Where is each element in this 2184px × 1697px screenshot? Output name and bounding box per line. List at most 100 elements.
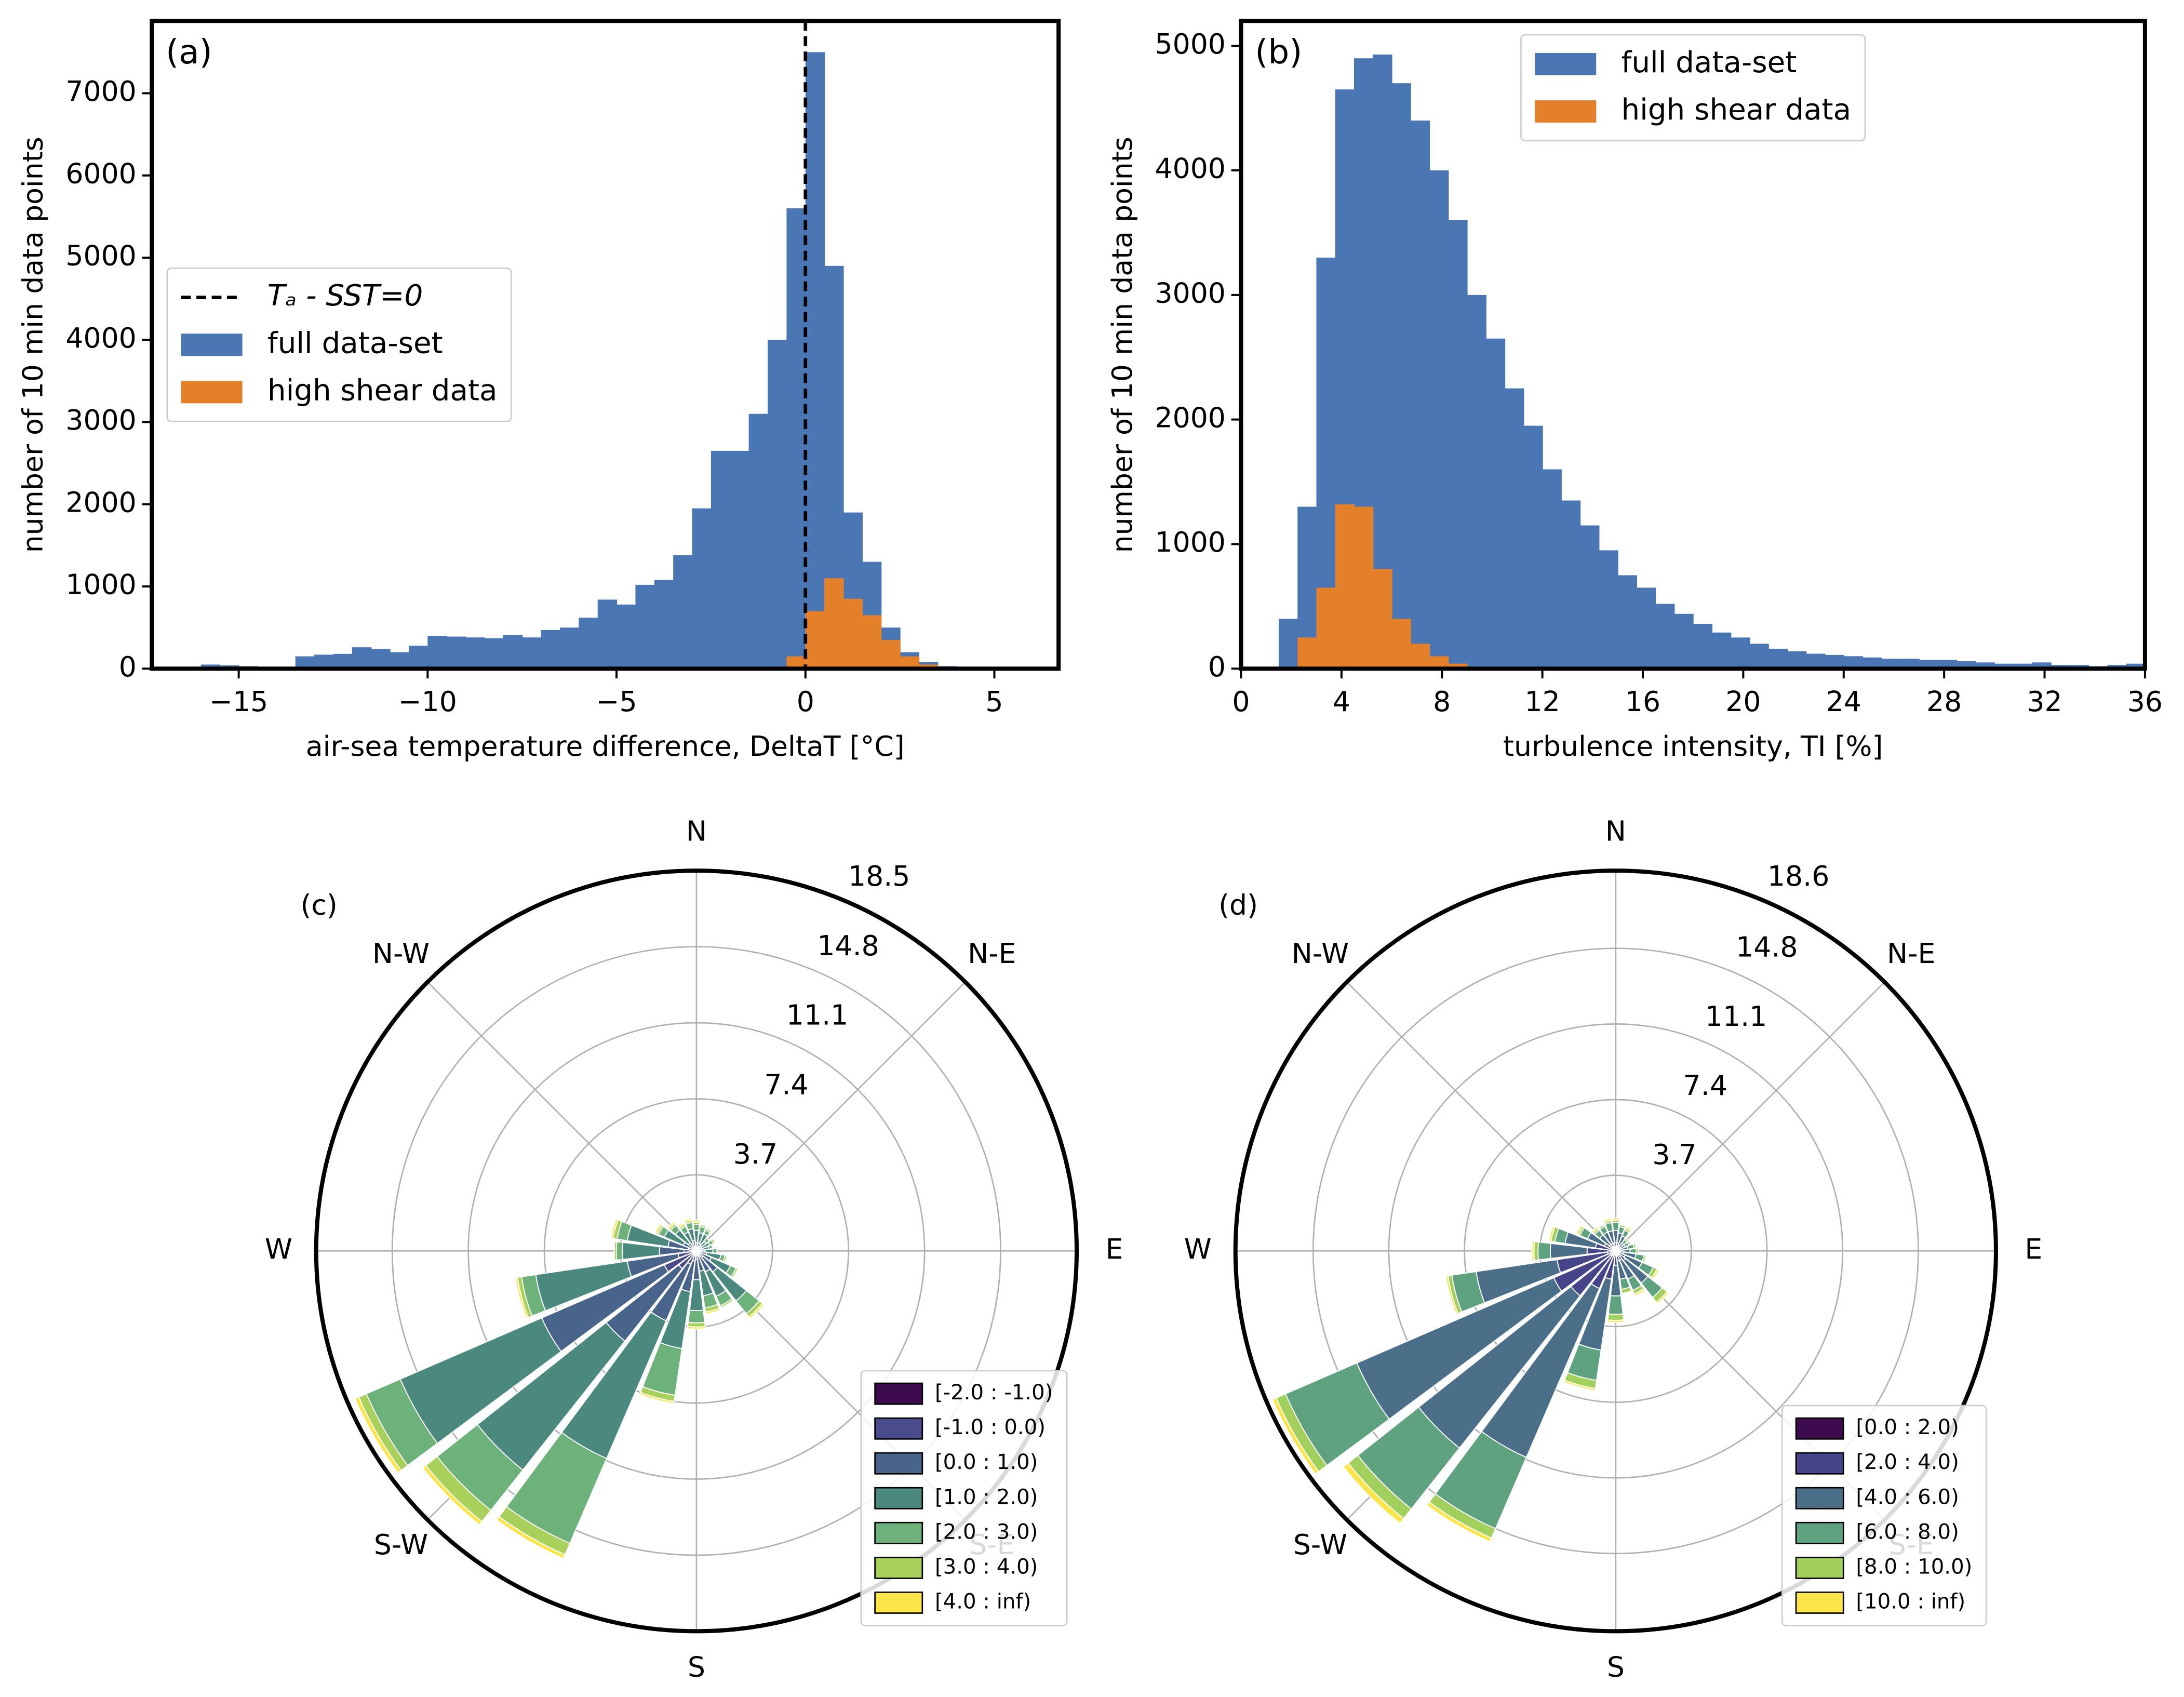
histogram-bar xyxy=(805,611,825,669)
rose-segment xyxy=(1531,1240,1535,1261)
y-axis-label: number of 10 min data points xyxy=(17,137,49,553)
rose-segment xyxy=(692,1223,700,1231)
histogram-bar xyxy=(654,580,674,669)
y-tick-label: 4000 xyxy=(65,322,136,354)
rose-segment xyxy=(1651,1268,1660,1280)
histogram-bar xyxy=(1617,575,1637,669)
rose-segment xyxy=(712,1248,718,1254)
legend-swatch xyxy=(874,1521,923,1544)
histogram-bar xyxy=(484,638,504,669)
histogram-bar xyxy=(900,656,920,669)
rose-segment xyxy=(1629,1248,1637,1254)
histogram-bar xyxy=(503,635,523,669)
radial-tick-label: 11.1 xyxy=(1705,1000,1767,1033)
x-tick-label: 4 xyxy=(1333,685,1350,718)
histogram-bar xyxy=(862,615,882,669)
y-tick-label: 2000 xyxy=(1155,401,1225,434)
legend-swatch xyxy=(1795,1452,1844,1475)
polar-frame xyxy=(1233,868,1998,1634)
legend-label: high shear data xyxy=(1622,93,1852,127)
histogram-bar xyxy=(1919,660,1939,669)
y-tick-label: 3000 xyxy=(65,404,136,436)
histogram-bar xyxy=(1373,569,1392,669)
rose-segment xyxy=(684,1218,693,1223)
angular-grid xyxy=(1615,981,1885,1252)
histogram-bar xyxy=(1843,656,1864,669)
legend-label: [-2.0 : -1.0) xyxy=(935,1381,1053,1405)
x-axis-label: turbulence intensity, TI [%] xyxy=(1503,730,1883,763)
histogram-bar xyxy=(1391,619,1411,669)
x-tick-label: −10 xyxy=(398,685,457,718)
histogram-bar xyxy=(1467,295,1486,669)
rose-segment xyxy=(1591,1226,1599,1234)
y-tick-label: 0 xyxy=(1208,650,1226,683)
rose-segment xyxy=(700,1224,707,1227)
rose-segment xyxy=(422,1464,483,1526)
histogram-bar xyxy=(1278,619,1298,669)
polar-frame xyxy=(314,868,1079,1634)
legend-swatch xyxy=(874,1417,923,1440)
direction-label: N-E xyxy=(968,937,1016,970)
direction-label: N-W xyxy=(372,937,430,970)
panel-label: (c) xyxy=(300,889,337,921)
legend-swatch xyxy=(1795,1591,1844,1614)
legend-label: Tₐ - SST=0 xyxy=(267,279,423,313)
histogram-bar xyxy=(1768,648,1788,669)
axes-frame xyxy=(1239,19,2147,671)
legend-box xyxy=(166,267,512,422)
histogram-bar xyxy=(371,649,391,669)
histogram-bar xyxy=(1505,388,1524,669)
legend-label: [4.0 : inf) xyxy=(935,1589,1031,1613)
y-tick-label: 4000 xyxy=(1155,152,1225,185)
x-tick-label: 16 xyxy=(1625,685,1660,718)
legend-swatch xyxy=(874,1591,923,1614)
rose-segment xyxy=(495,1516,566,1559)
histogram-bar xyxy=(333,653,353,669)
legend-label: [1.0 : 2.0) xyxy=(935,1485,1038,1509)
legend-swatch xyxy=(181,333,243,356)
histogram-bar xyxy=(1485,338,1506,669)
histogram-bar xyxy=(1674,613,1694,669)
direction-label: E xyxy=(2025,1233,2042,1265)
histogram-bar xyxy=(1938,660,1958,669)
rose-segment xyxy=(712,1238,716,1243)
histogram-bar xyxy=(1354,506,1374,669)
histogram-bar xyxy=(1711,632,1732,669)
rose-segment xyxy=(732,1268,739,1278)
legend-swatch xyxy=(1535,52,1597,75)
x-tick-label: 32 xyxy=(2027,685,2062,718)
direction-label: S xyxy=(688,1650,705,1683)
rose-segment xyxy=(1563,1379,1596,1392)
rose-segment xyxy=(1619,1224,1626,1227)
rose-segment xyxy=(687,1326,706,1330)
histogram-bar xyxy=(748,413,769,669)
direction-label: N xyxy=(686,814,707,847)
x-tick-label: 36 xyxy=(2127,685,2163,718)
y-tick-label: 1000 xyxy=(1155,526,1225,558)
legend-label: [10.0 : inf) xyxy=(1856,1589,1965,1613)
rose-segment xyxy=(613,1241,615,1261)
histogram-bar xyxy=(768,340,787,669)
y-tick-label: 6000 xyxy=(65,157,136,190)
histogram-bar xyxy=(824,578,844,669)
angular-grid xyxy=(427,981,697,1252)
radial-tick-label: 3.7 xyxy=(1652,1138,1696,1171)
histogram-bar xyxy=(1429,170,1449,669)
rose-segment xyxy=(639,1392,675,1404)
legend-swatch xyxy=(874,1487,923,1509)
histogram-bar xyxy=(2126,663,2146,669)
histogram-bar xyxy=(559,627,580,669)
radial-tick-label: 7.4 xyxy=(764,1068,808,1101)
histogram-bar xyxy=(635,584,655,669)
legend: [-2.0 : -1.0) [-1.0 : 0.0) [0.0 : 1.0) [1.0… xyxy=(860,1370,1068,1626)
rose-segment xyxy=(666,1221,676,1230)
histogram-bar xyxy=(1863,657,1882,669)
x-tick-label: 0 xyxy=(797,685,814,718)
x-tick-label: 24 xyxy=(1826,685,1861,718)
legend-swatch xyxy=(1795,1417,1844,1440)
histogram-bar xyxy=(805,52,825,669)
legend-label: [2.0 : 4.0) xyxy=(1856,1450,1959,1474)
legend-label: [-1.0 : 0.0) xyxy=(935,1415,1046,1439)
legend: full data-set high shear data xyxy=(1520,34,1866,142)
